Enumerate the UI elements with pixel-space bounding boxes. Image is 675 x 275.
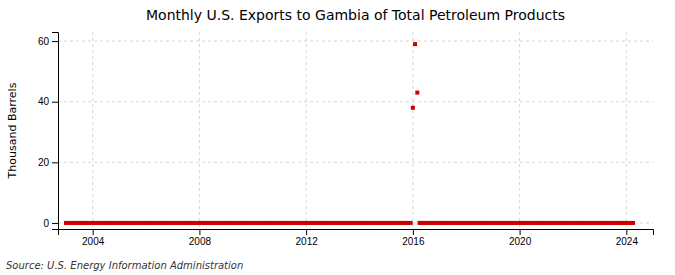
tick-label: 20 (38, 157, 50, 168)
tick-mark (199, 229, 200, 235)
title: Monthly U.S. Exports to Gambia of Total … (146, 7, 565, 23)
point (409, 221, 413, 225)
tick: 2008 (189, 229, 212, 247)
tick-label: 2024 (616, 236, 639, 247)
tick-mark (93, 229, 94, 235)
grid-line (519, 32, 520, 229)
tick-label: 60 (38, 36, 50, 47)
grid-line (199, 32, 200, 229)
y-axis: 0 20 40 60 (38, 33, 59, 230)
tick-label: 40 (38, 96, 50, 107)
grid-line (58, 162, 653, 163)
tick-label: 2008 (189, 236, 212, 247)
tick: 60 (38, 36, 58, 47)
tick: 20 (38, 157, 58, 168)
grid-line (412, 32, 413, 229)
axis-line (59, 230, 654, 236)
tick-label: 0 (43, 218, 49, 229)
tick-mark (52, 162, 58, 163)
tick-mark (626, 229, 627, 235)
tick: 2004 (82, 229, 105, 247)
tick-label: 2020 (509, 236, 532, 247)
tick: 2020 (509, 229, 532, 247)
tick: 2012 (296, 229, 319, 247)
point (415, 91, 419, 95)
points (64, 42, 635, 225)
tick: 40 (38, 96, 58, 107)
plot: 2004 2008 2012 2016 2020 2024 0 20 40 60 (38, 32, 654, 247)
tick-mark (306, 229, 307, 235)
axis-line (52, 33, 59, 230)
grid-line (58, 101, 653, 102)
grid-line (306, 32, 307, 229)
tick-label: 2004 (82, 236, 105, 247)
grid (58, 32, 653, 229)
tick: 2016 (402, 229, 425, 247)
tick-mark (520, 229, 521, 235)
point (411, 106, 415, 110)
grid-line (626, 32, 627, 229)
tick-mark (52, 102, 58, 103)
source: Source: U.S. Energy Information Administ… (6, 260, 243, 271)
y-axis-title: Thousand Barrels (6, 82, 19, 179)
tick-mark (52, 223, 58, 224)
grid-line (92, 32, 93, 229)
chart: 2004 2008 2012 2016 2020 2024 0 20 40 60 Monthly U… (0, 0, 675, 275)
tick: 2024 (616, 229, 639, 247)
tick-mark (413, 229, 414, 235)
tick-label: 2016 (402, 236, 425, 247)
tick-label: 2012 (296, 236, 319, 247)
point (631, 221, 635, 225)
grid-line (58, 41, 653, 42)
point (413, 42, 417, 46)
tick: 0 (43, 218, 58, 229)
x-axis: 2004 2008 2012 2016 2020 2024 (59, 229, 654, 247)
tick-mark (52, 41, 58, 42)
